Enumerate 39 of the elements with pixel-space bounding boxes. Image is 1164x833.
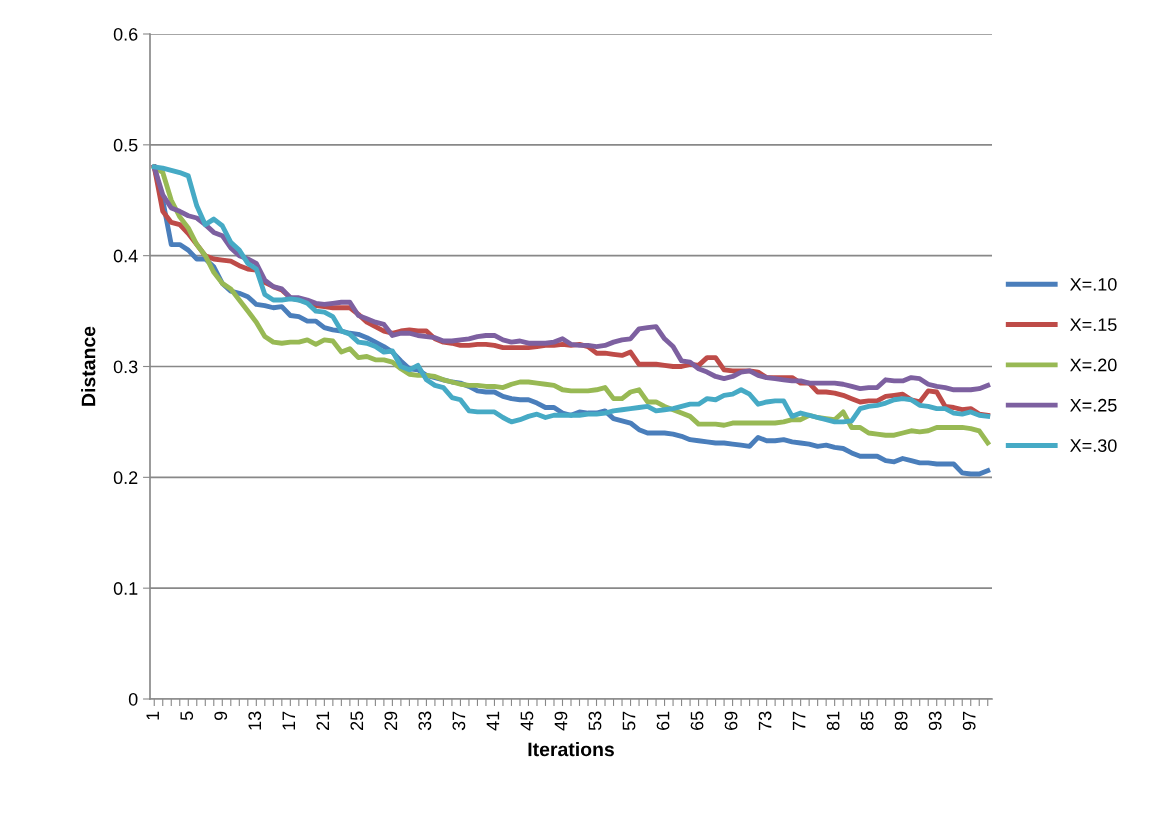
x-tick-label: 69 (724, 711, 738, 730)
y-tick-label: 0.2 (113, 471, 138, 485)
x-tick-label: 85 (860, 711, 874, 731)
x-tick-label: 41 (486, 711, 500, 731)
legend-label: X=.15 (1070, 318, 1117, 332)
x-tick-label: 65 (690, 711, 704, 730)
y-tick-label: 0.3 (113, 360, 138, 374)
x-tick-label: 93 (928, 711, 942, 731)
x-tick-label: 29 (384, 711, 398, 730)
legend-label: X=.10 (1070, 277, 1117, 291)
x-tick-label: 1 (146, 711, 159, 720)
x-tick-label: 13 (248, 711, 262, 730)
x-tick-label: 57 (622, 711, 636, 731)
x-axis-title: Iterations (528, 742, 614, 757)
x-tick-label: 33 (418, 711, 432, 731)
x-tick-label: 37 (452, 711, 466, 731)
x-tick-label: 21 (316, 711, 330, 730)
x-tick-label: 5 (180, 711, 194, 721)
x-tick-label: 97 (962, 711, 976, 731)
x-tick-label: 53 (588, 711, 602, 731)
y-tick-label: 0.1 (113, 582, 138, 595)
x-tick-label: 25 (350, 711, 364, 730)
x-tick-label: 89 (894, 711, 908, 731)
x-tick-label: 49 (554, 711, 568, 731)
x-tick-label: 17 (282, 711, 295, 730)
legend-label: X=.30 (1070, 439, 1117, 452)
legend-label: X=.25 (1070, 398, 1117, 412)
y-tick-label: 0.5 (113, 138, 138, 152)
x-tick-label: 9 (214, 711, 228, 720)
x-tick-label: 45 (520, 711, 534, 731)
y-axis-title: Distance (81, 326, 96, 406)
y-tick-label: 0.6 (113, 27, 138, 41)
legend-label: X=.20 (1070, 358, 1117, 372)
x-tick-label: 61 (656, 711, 670, 730)
y-tick-label: 0.4 (113, 249, 138, 263)
x-tick-label: 77 (792, 711, 806, 730)
y-tick-label: 0 (128, 692, 138, 706)
x-tick-label: 81 (826, 711, 840, 731)
x-tick-label: 73 (758, 711, 772, 730)
